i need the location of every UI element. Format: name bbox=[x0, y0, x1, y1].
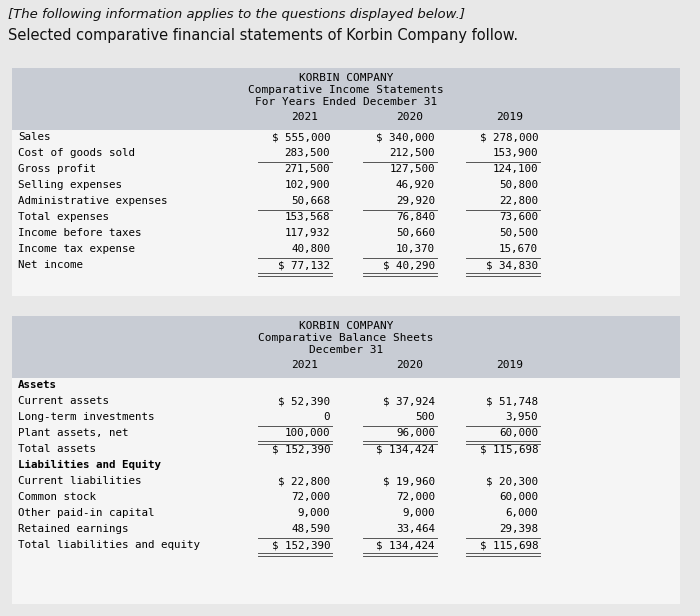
Text: KORBIN COMPANY: KORBIN COMPANY bbox=[299, 73, 393, 83]
Text: Assets: Assets bbox=[18, 380, 57, 390]
Text: $ 22,800: $ 22,800 bbox=[278, 476, 330, 486]
Text: $ 340,000: $ 340,000 bbox=[377, 132, 435, 142]
Bar bbox=[12, 68, 680, 296]
Text: 500: 500 bbox=[416, 412, 435, 422]
Text: Selected comparative financial statements of Korbin Company follow.: Selected comparative financial statement… bbox=[8, 28, 518, 43]
Text: Long-term investments: Long-term investments bbox=[18, 412, 155, 422]
Text: Plant assets, net: Plant assets, net bbox=[18, 428, 129, 438]
Text: 22,800: 22,800 bbox=[499, 196, 538, 206]
Text: KORBIN COMPANY: KORBIN COMPANY bbox=[299, 321, 393, 331]
Text: $ 555,000: $ 555,000 bbox=[272, 132, 330, 142]
Bar bbox=[12, 316, 680, 604]
Text: $ 77,132: $ 77,132 bbox=[278, 260, 330, 270]
Text: 271,500: 271,500 bbox=[284, 164, 330, 174]
Text: 2021: 2021 bbox=[291, 360, 318, 370]
Text: $ 134,424: $ 134,424 bbox=[377, 444, 435, 454]
Text: 72,000: 72,000 bbox=[291, 492, 330, 502]
Text: 2020: 2020 bbox=[396, 112, 424, 122]
Text: Selling expenses: Selling expenses bbox=[18, 180, 122, 190]
Text: $ 115,698: $ 115,698 bbox=[480, 444, 538, 454]
Text: 2019: 2019 bbox=[496, 360, 524, 370]
Text: 15,670: 15,670 bbox=[499, 244, 538, 254]
Text: 60,000: 60,000 bbox=[499, 428, 538, 438]
Text: 127,500: 127,500 bbox=[389, 164, 435, 174]
Text: Current liabilities: Current liabilities bbox=[18, 476, 141, 486]
Text: 29,398: 29,398 bbox=[499, 524, 538, 534]
Text: 60,000: 60,000 bbox=[499, 492, 538, 502]
Text: 72,000: 72,000 bbox=[396, 492, 435, 502]
Text: 50,800: 50,800 bbox=[499, 180, 538, 190]
Bar bbox=[12, 378, 680, 604]
Text: 40,800: 40,800 bbox=[291, 244, 330, 254]
Text: $ 51,748: $ 51,748 bbox=[486, 396, 538, 406]
Text: $ 20,300: $ 20,300 bbox=[486, 476, 538, 486]
Text: $ 34,830: $ 34,830 bbox=[486, 260, 538, 270]
Text: Net income: Net income bbox=[18, 260, 83, 270]
Text: 100,000: 100,000 bbox=[284, 428, 330, 438]
Text: $ 37,924: $ 37,924 bbox=[383, 396, 435, 406]
Text: Income tax expense: Income tax expense bbox=[18, 244, 135, 254]
Text: 10,370: 10,370 bbox=[396, 244, 435, 254]
Text: Cost of goods sold: Cost of goods sold bbox=[18, 148, 135, 158]
Text: 212,500: 212,500 bbox=[389, 148, 435, 158]
Text: Other paid-in capital: Other paid-in capital bbox=[18, 508, 155, 518]
Text: Total liabilities and equity: Total liabilities and equity bbox=[18, 540, 200, 550]
Text: $ 278,000: $ 278,000 bbox=[480, 132, 538, 142]
Text: $ 134,424: $ 134,424 bbox=[377, 540, 435, 550]
Text: 46,920: 46,920 bbox=[396, 180, 435, 190]
Text: 29,920: 29,920 bbox=[396, 196, 435, 206]
Text: $ 40,290: $ 40,290 bbox=[383, 260, 435, 270]
Text: 9,000: 9,000 bbox=[298, 508, 330, 518]
Text: 2020: 2020 bbox=[396, 360, 424, 370]
Text: $ 19,960: $ 19,960 bbox=[383, 476, 435, 486]
Text: $ 152,390: $ 152,390 bbox=[272, 444, 330, 454]
Bar bbox=[12, 130, 680, 296]
Text: 2021: 2021 bbox=[291, 112, 318, 122]
Text: 283,500: 283,500 bbox=[284, 148, 330, 158]
Text: 153,900: 153,900 bbox=[493, 148, 538, 158]
Text: 153,568: 153,568 bbox=[284, 212, 330, 222]
Text: 73,600: 73,600 bbox=[499, 212, 538, 222]
Text: 117,932: 117,932 bbox=[284, 228, 330, 238]
Text: Administrative expenses: Administrative expenses bbox=[18, 196, 167, 206]
Text: $ 152,390: $ 152,390 bbox=[272, 540, 330, 550]
Text: Total expenses: Total expenses bbox=[18, 212, 109, 222]
Text: Comparative Income Statements: Comparative Income Statements bbox=[248, 85, 444, 95]
Text: 48,590: 48,590 bbox=[291, 524, 330, 534]
Text: Common stock: Common stock bbox=[18, 492, 96, 502]
Text: 50,660: 50,660 bbox=[396, 228, 435, 238]
Text: Retained earnings: Retained earnings bbox=[18, 524, 129, 534]
Text: Liabilities and Equity: Liabilities and Equity bbox=[18, 460, 161, 470]
Text: $ 115,698: $ 115,698 bbox=[480, 540, 538, 550]
Text: 0: 0 bbox=[323, 412, 330, 422]
Text: 96,000: 96,000 bbox=[396, 428, 435, 438]
Text: 6,000: 6,000 bbox=[505, 508, 538, 518]
Text: 124,100: 124,100 bbox=[493, 164, 538, 174]
Text: 33,464: 33,464 bbox=[396, 524, 435, 534]
Text: Current assets: Current assets bbox=[18, 396, 109, 406]
Text: 3,950: 3,950 bbox=[505, 412, 538, 422]
Text: December 31: December 31 bbox=[309, 345, 383, 355]
Text: Comparative Balance Sheets: Comparative Balance Sheets bbox=[258, 333, 434, 343]
Text: [The following information applies to the questions displayed below.]: [The following information applies to th… bbox=[8, 8, 465, 21]
Text: 102,900: 102,900 bbox=[284, 180, 330, 190]
Text: For Years Ended December 31: For Years Ended December 31 bbox=[255, 97, 437, 107]
Text: 50,500: 50,500 bbox=[499, 228, 538, 238]
Text: Gross profit: Gross profit bbox=[18, 164, 96, 174]
Text: $ 52,390: $ 52,390 bbox=[278, 396, 330, 406]
Text: Total assets: Total assets bbox=[18, 444, 96, 454]
Text: 9,000: 9,000 bbox=[402, 508, 435, 518]
Text: 50,668: 50,668 bbox=[291, 196, 330, 206]
Text: Income before taxes: Income before taxes bbox=[18, 228, 141, 238]
Text: 76,840: 76,840 bbox=[396, 212, 435, 222]
Text: Sales: Sales bbox=[18, 132, 50, 142]
Text: 2019: 2019 bbox=[496, 112, 524, 122]
